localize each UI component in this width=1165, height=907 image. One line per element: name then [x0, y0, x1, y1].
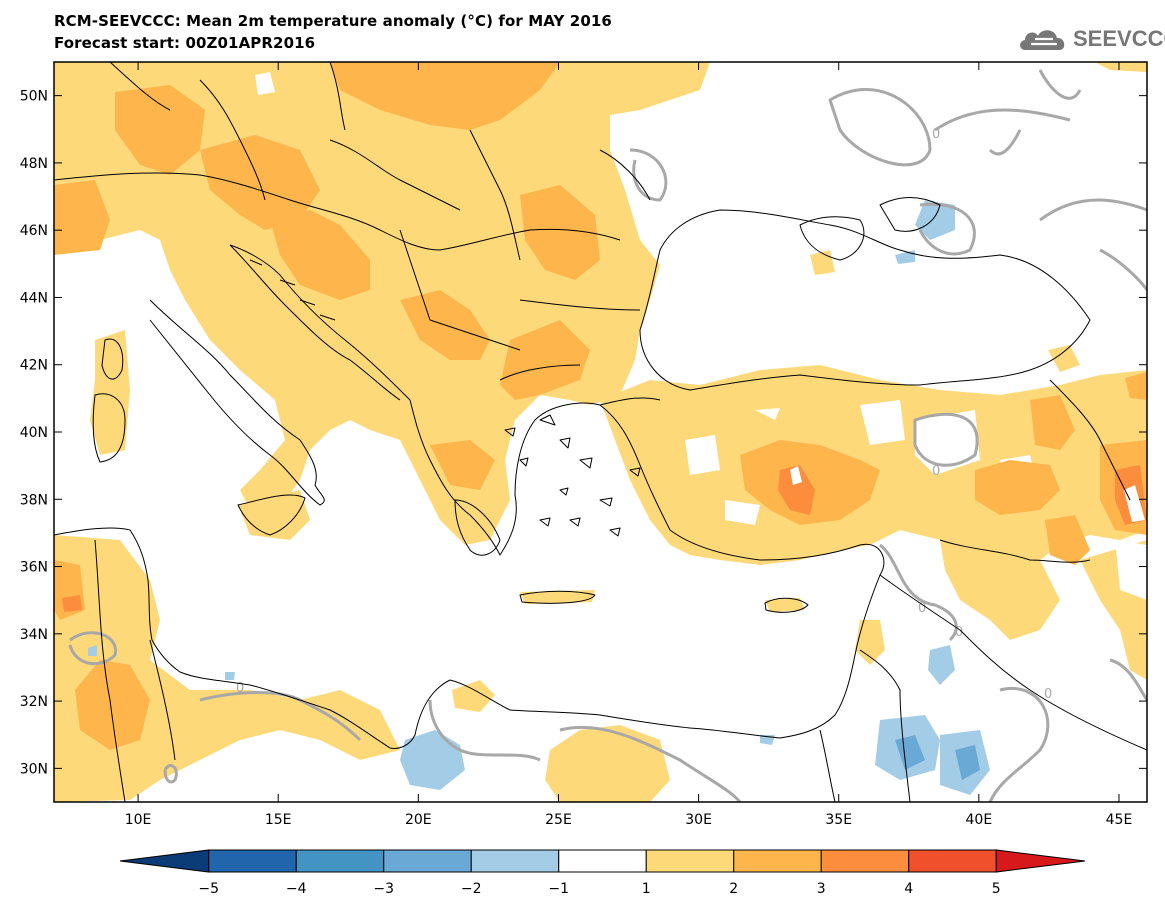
colorbar-label: −4 — [286, 881, 307, 897]
black-sea-coast — [639, 209, 1091, 391]
lat-tick-label: 44N — [20, 290, 48, 306]
crete-coast — [519, 590, 596, 604]
lat-tick-label: 38N — [20, 492, 48, 508]
latitude-axis: 50N 48N 46N 44N 42N 40N 38N 36N 34N 32N 30N — [20, 89, 1147, 777]
colorbar-label: 4 — [904, 881, 913, 897]
lon-tick-label: 40E — [966, 812, 993, 828]
lon-tick-label: 30E — [685, 812, 712, 828]
lon-tick-label: 45E — [1106, 812, 1133, 828]
colorbar-swatch — [995, 849, 1086, 873]
coastlines-borders — [54, 62, 1147, 802]
cloud-icon — [1020, 30, 1065, 50]
azov-coast — [879, 197, 941, 232]
lat-tick-label: 36N — [20, 560, 48, 576]
colorbar-swatch — [733, 849, 822, 873]
colorbar-swatch — [645, 849, 735, 873]
colorbar-label: −1 — [548, 881, 569, 897]
colorbar-swatch — [208, 849, 297, 873]
dalmatian-islands — [249, 259, 336, 321]
country-borders — [54, 62, 1147, 802]
sardinia-coast — [92, 393, 126, 463]
cyprus-patch — [765, 598, 805, 612]
lat-tick-label: 50N — [20, 89, 48, 105]
cyprus-coast — [764, 597, 809, 613]
lon-tick-label: 15E — [265, 812, 292, 828]
corsica-sardinia-region — [90, 330, 130, 455]
lon-tick-label: 10E — [125, 812, 152, 828]
georgia-patch — [1048, 345, 1080, 372]
contour-label: 0 — [1044, 687, 1052, 702]
lat-tick-label: 30N — [20, 761, 48, 777]
lat-tick-label: 48N — [20, 156, 48, 172]
crete-patch — [520, 590, 595, 604]
lat-tick-label: 42N — [20, 358, 48, 374]
colorbar-label: 2 — [729, 881, 738, 897]
colorbar-swatch — [908, 849, 997, 873]
peloponnese-coast — [454, 499, 501, 556]
colorbar-swatch — [558, 849, 647, 873]
colorbar-swatch — [295, 849, 385, 873]
colorbar-swatch — [470, 849, 560, 873]
map-field: 0 0 0 0 0 0 — [54, 62, 1147, 802]
forecast-start-subtitle: Forecast start: 00Z01APR2016 — [54, 34, 316, 52]
contour-label: 0 — [932, 127, 940, 142]
contour-label: 0 — [955, 625, 963, 640]
colorbar-label: 5 — [992, 881, 1001, 897]
lon-tick-label: 20E — [405, 812, 432, 828]
longitude-axis: 10E 15E 20E 25E 30E 35E 40E 45E — [125, 62, 1133, 828]
lon-tick-label: 25E — [545, 812, 572, 828]
anomaly-fill-2-3 — [54, 62, 1147, 750]
levant-coast — [151, 574, 881, 749]
colorbar-label: −5 — [198, 881, 219, 897]
contour-label: 0 — [918, 601, 926, 616]
egypt-region — [545, 725, 670, 802]
tunisia-coast — [54, 527, 153, 641]
colorbar-label: 3 — [817, 881, 826, 897]
lon-tick-label: 35E — [825, 812, 852, 828]
contour-label: 0 — [236, 681, 244, 696]
libya-coast-patch — [452, 680, 495, 712]
map-title: RCM-SEEVCCC: Mean 2m temperature anomaly… — [54, 12, 612, 30]
sicily-coast — [237, 494, 306, 536]
colorbar-label: 1 — [642, 881, 651, 897]
contour-label: 0 — [932, 464, 940, 479]
middle-east-region — [940, 540, 1060, 640]
corsica-coast — [101, 338, 124, 380]
hot-spot-gaps — [790, 466, 1145, 522]
lat-tick-label: 46N — [20, 223, 48, 239]
zero-contour-labels: 0 0 0 0 0 0 — [236, 127, 1052, 702]
crimea-coast — [799, 216, 865, 261]
far-northeast-patch — [1095, 62, 1147, 72]
italy-coast — [149, 244, 401, 506]
colorbar-label: −2 — [461, 881, 482, 897]
turkey-coast — [599, 404, 885, 576]
colorbar-swatch — [383, 849, 472, 873]
aegean-islands — [504, 414, 641, 537]
lat-tick-label: 40N — [20, 425, 48, 441]
colorbar-swatch — [820, 849, 910, 873]
colorbar-label: −3 — [373, 881, 394, 897]
lat-tick-label: 32N — [20, 694, 48, 710]
lat-tick-label: 34N — [20, 627, 48, 643]
colorbar-swatch — [119, 849, 210, 873]
seevccc-logo: SEEVCCC — [1017, 22, 1165, 56]
colorbar: −5 −4 −3 −2 −1 1 2 3 4 5 — [119, 849, 1086, 897]
balkan-coast — [229, 244, 661, 556]
logo-text: SEEVCCC — [1073, 26, 1165, 51]
anomaly-fill-neg — [88, 200, 990, 795]
levant-region — [855, 620, 885, 665]
anomaly-fill-neg-2 — [895, 735, 980, 780]
